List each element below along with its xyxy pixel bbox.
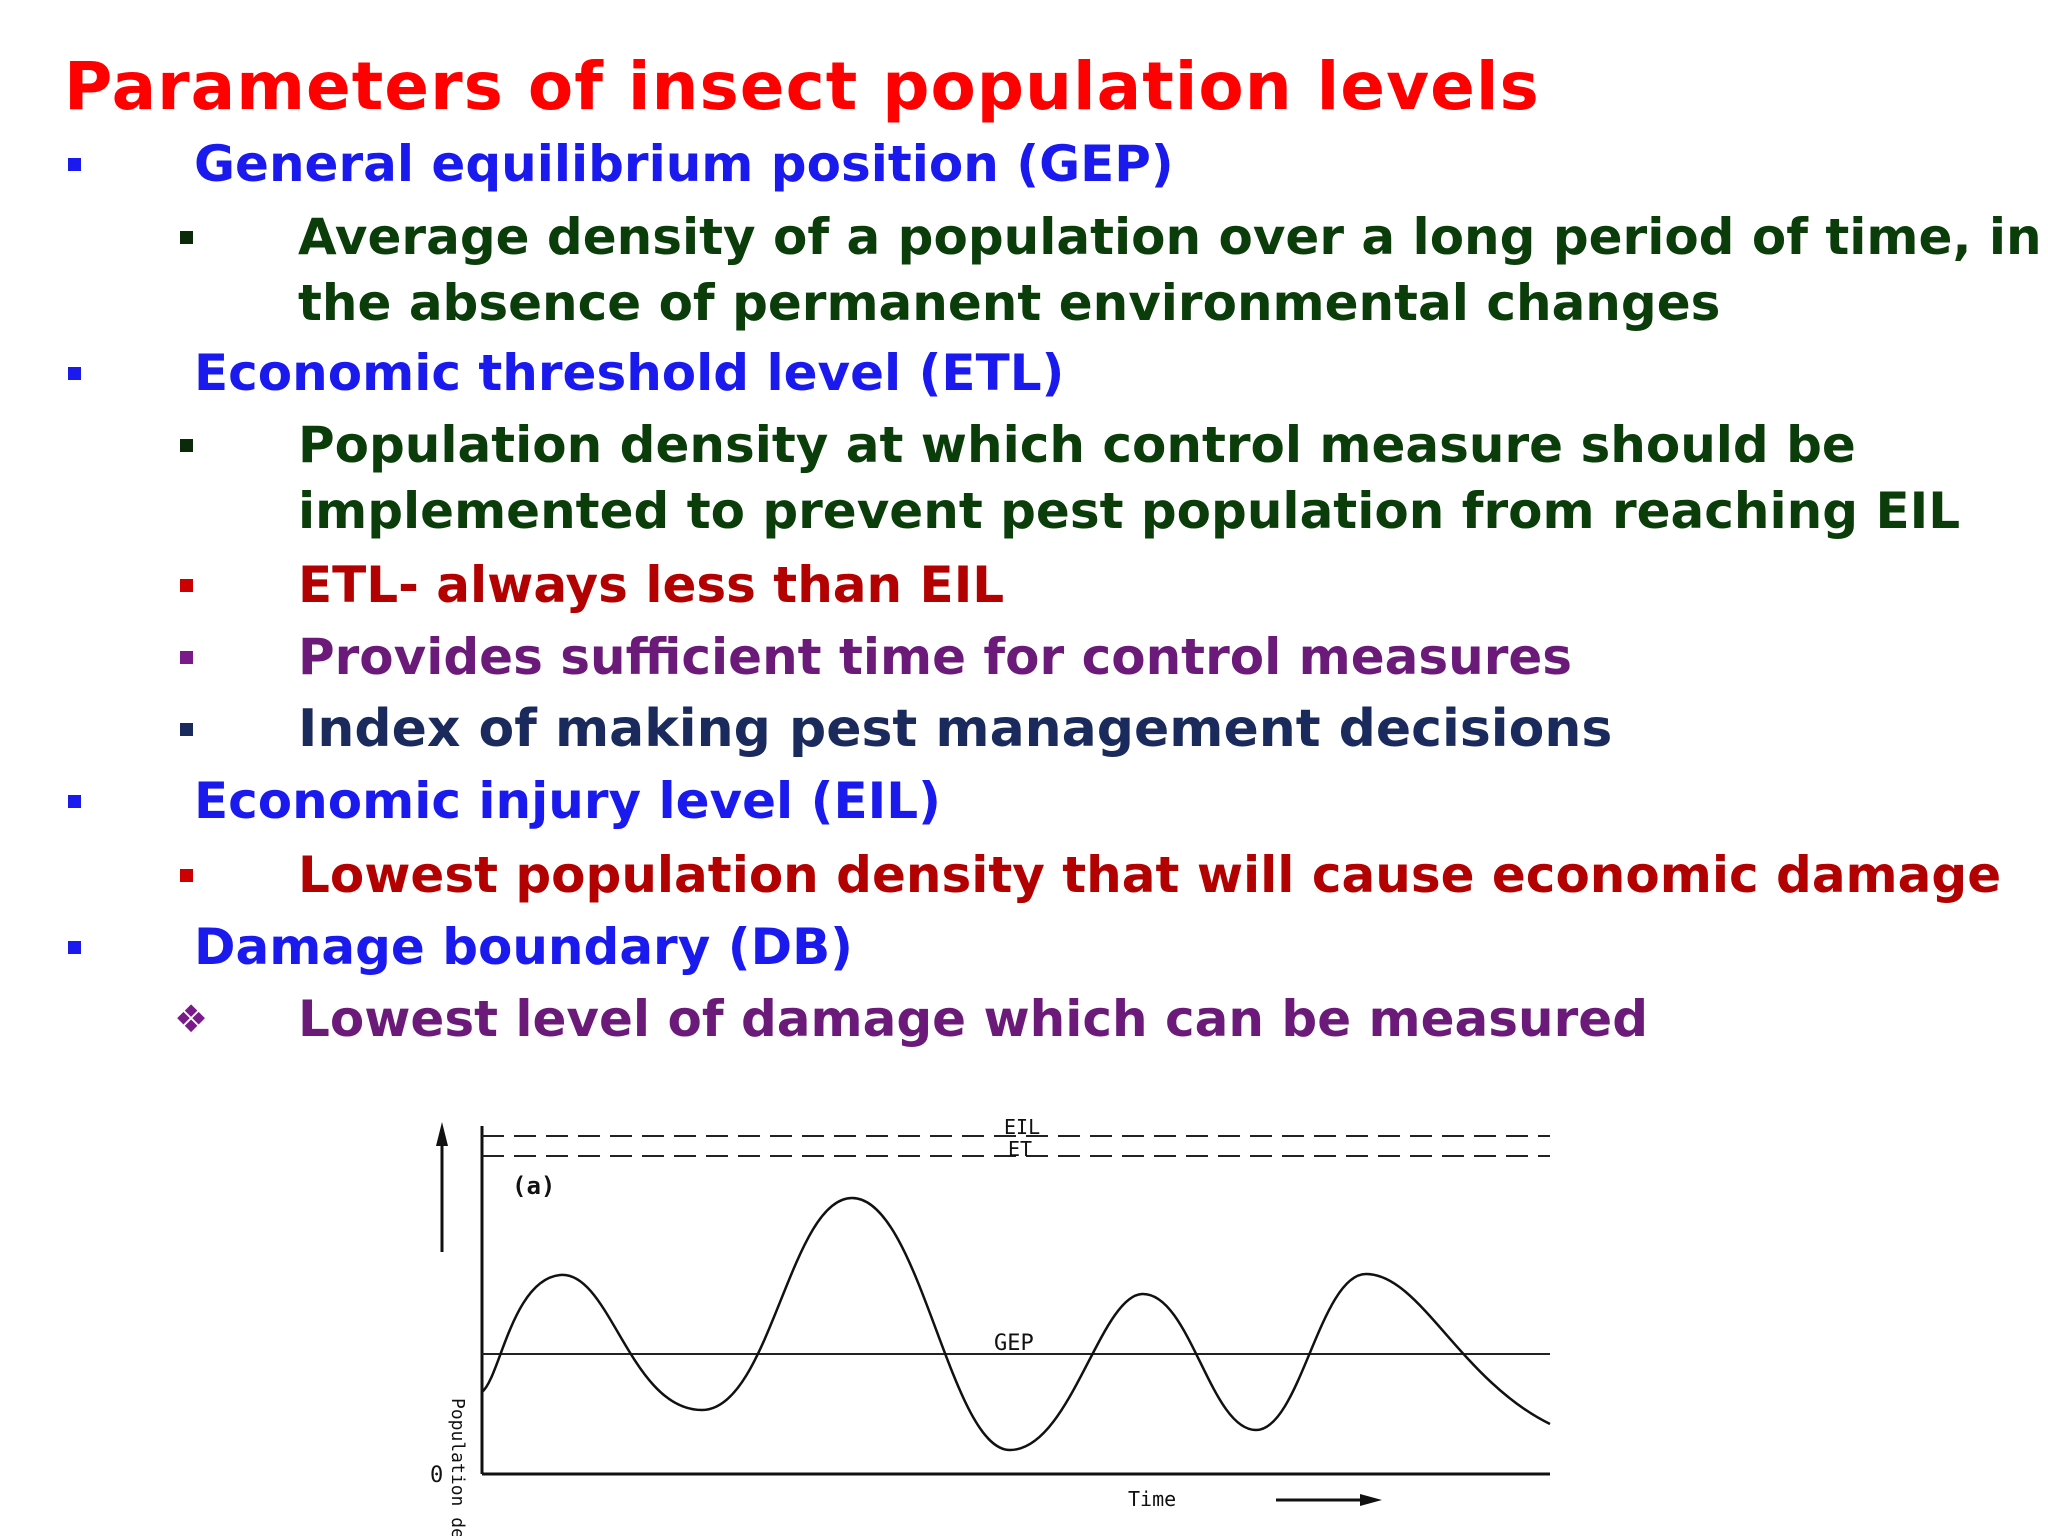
square-bullet-icon bbox=[68, 158, 81, 171]
y-axis-label: Population density bbox=[447, 1398, 468, 1536]
square-bullet-icon bbox=[68, 941, 81, 954]
etl-index-item: Index of making pest management decision… bbox=[180, 696, 1613, 762]
etl-definition-line1: Population density at which control meas… bbox=[298, 416, 1856, 474]
etl-definition-item: Population density at which control meas… bbox=[180, 412, 1856, 478]
eil-definition: Lowest population density that will caus… bbox=[298, 846, 2002, 904]
etl-time: Provides sufficient time for control mea… bbox=[298, 628, 1573, 686]
etl-note: ETL- always less than EIL bbox=[298, 556, 1005, 614]
gep-definition-line2: the absence of permanent environmental c… bbox=[298, 274, 1721, 332]
square-bullet-icon bbox=[68, 367, 81, 380]
gep-heading: General equilibrium position (GEP) bbox=[194, 135, 1174, 193]
gep-definition-continuation: the absence of permanent environmental c… bbox=[298, 270, 1720, 336]
origin-label: 0 bbox=[430, 1463, 443, 1488]
square-bullet-icon bbox=[180, 579, 193, 592]
eil-definition-item: Lowest population density that will caus… bbox=[180, 842, 2002, 908]
gep-definition-item: Average density of a population over a l… bbox=[180, 204, 2042, 270]
eil-heading-item: Economic injury level (EIL) bbox=[68, 768, 941, 834]
gep-label: GEP bbox=[994, 1331, 1034, 1356]
square-bullet-icon bbox=[180, 439, 193, 452]
etl-definition-continuation: implemented to prevent pest population f… bbox=[298, 478, 1960, 544]
x-axis-arrowhead-icon bbox=[1360, 1494, 1382, 1506]
gep-heading-item: General equilibrium position (GEP) bbox=[68, 131, 1174, 197]
population-curve bbox=[481, 1196, 1551, 1452]
square-bullet-icon bbox=[180, 723, 193, 736]
etl-index: Index of making pest management decision… bbox=[298, 699, 1613, 759]
db-definition: Lowest level of damage which can be meas… bbox=[298, 990, 1648, 1048]
db-definition-item: ❖ Lowest level of damage which can be me… bbox=[174, 986, 1648, 1052]
square-bullet-icon bbox=[180, 869, 193, 882]
population-levels-figure: EIL ET (a) GEP 0 Time Population density bbox=[420, 1110, 1580, 1540]
etl-time-item: Provides sufficient time for control mea… bbox=[180, 624, 1573, 690]
square-bullet-icon bbox=[180, 231, 193, 244]
diamond-bullet-icon: ❖ bbox=[174, 997, 209, 1041]
et-label: ET bbox=[1008, 1137, 1032, 1161]
etl-definition-line2: implemented to prevent pest population f… bbox=[298, 482, 1961, 540]
y-axis-arrowhead-icon bbox=[436, 1122, 448, 1146]
eil-heading: Economic injury level (EIL) bbox=[194, 772, 941, 830]
etl-heading-item: Economic threshold level (ETL) bbox=[68, 340, 1065, 406]
square-bullet-icon bbox=[180, 651, 193, 664]
gep-definition-line1: Average density of a population over a l… bbox=[298, 208, 2042, 266]
square-bullet-icon bbox=[68, 795, 81, 808]
page-title: Parameters of insect population levels bbox=[64, 48, 1540, 125]
eil-label: EIL bbox=[1004, 1115, 1040, 1139]
population-levels-diagram: EIL ET (a) GEP 0 Time Population density bbox=[430, 1115, 1551, 1540]
panel-label: (a) bbox=[512, 1172, 555, 1200]
db-heading-item: Damage boundary (DB) bbox=[68, 914, 854, 980]
etl-heading: Economic threshold level (ETL) bbox=[194, 344, 1065, 402]
db-heading: Damage boundary (DB) bbox=[194, 918, 854, 976]
etl-note-item: ETL- always less than EIL bbox=[180, 552, 1005, 618]
x-axis-label: Time bbox=[1128, 1487, 1176, 1511]
